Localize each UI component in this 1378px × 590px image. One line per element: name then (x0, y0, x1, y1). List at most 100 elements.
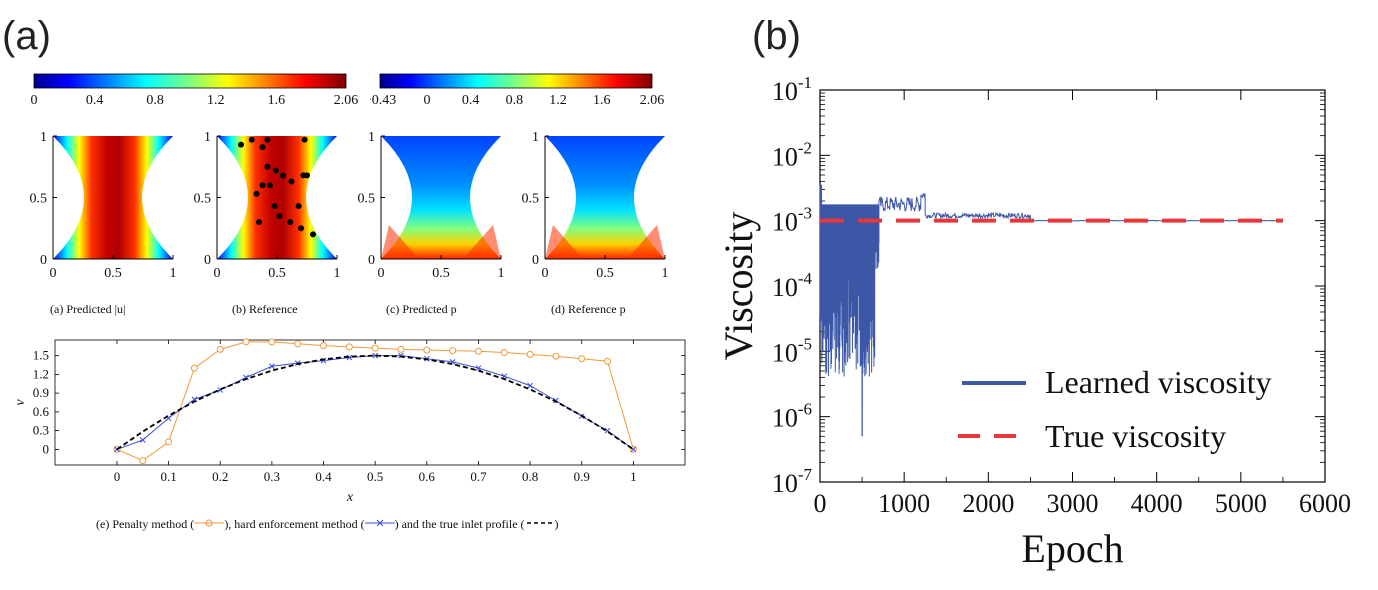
sensor-point (295, 203, 302, 210)
sensor-point (300, 172, 307, 179)
sensor-point (272, 167, 279, 174)
field-predicted-p-y-tick-label: 0 (368, 253, 375, 268)
colorbar-velocity-tick-label: 1.2 (207, 93, 225, 108)
field-reference-p-corner-left (545, 225, 583, 259)
hard-point (294, 360, 301, 366)
penalty-point (578, 355, 586, 363)
caption-predicted-p: (c) Predicted p (386, 302, 457, 316)
field-reference-p-x-tick-label: 0.5 (596, 266, 614, 281)
inlet-x-tick-label: 0.3 (264, 469, 280, 484)
sensor-point (287, 219, 294, 226)
field-reference-p-x-tick-label: 0 (542, 266, 549, 281)
inlet-profile-chart: 0 0.1 0.2 0.3 0.4 0.5 0.6 0.7 0.8 0.9 1 0 0.3 0.6 0.9 1… (13, 338, 686, 505)
inlet-x-tick-label: 0.1 (160, 469, 176, 484)
penalty-point (268, 338, 276, 346)
inlet-x-tick-label: 0.4 (315, 469, 332, 484)
field-reference-p (545, 136, 665, 259)
field-reference-u-x-tick-label: 1 (334, 266, 341, 281)
colorbar-pressure-tick-label: 0.4 (462, 93, 480, 108)
sensor-point (259, 182, 266, 189)
penalty-point (552, 352, 560, 360)
caption-e-part1: (e) Penalty method ( (96, 517, 195, 531)
field-predicted-p-x-tick-label: 0.5 (432, 266, 450, 281)
sensor-point (264, 163, 271, 170)
sensor-point (280, 172, 286, 179)
field-reference-u-y-tick-label: 0.5 (194, 192, 212, 207)
inlet-x-tick-label: 0.2 (212, 469, 228, 484)
inlet-x-tick-label: 0.7 (470, 469, 487, 484)
field-predicted-u-x-tick-label: 0 (50, 266, 57, 281)
colorbar-velocity-tick-label: 2.06 (334, 93, 359, 108)
penalty-point (139, 457, 147, 465)
sensor-point (288, 178, 295, 185)
colorbar-pressure-tick-label: 1.2 (549, 93, 567, 108)
field-predicted-u-y-tick-label: 0 (40, 253, 47, 268)
caption-reference-p: (d) Reference p (551, 302, 626, 316)
legend-true-label: True viscosity (1045, 418, 1226, 454)
field-predicted-p-corner-right (463, 225, 501, 259)
field-predicted-u-y-tick-label: 1 (40, 130, 47, 145)
sensor-point (238, 141, 244, 148)
penalty-point (604, 357, 612, 365)
visc-x-tick-label: 3000 (1047, 489, 1099, 518)
visc-y-tick-label: 10-3 (772, 204, 812, 237)
viscosity-chart: 10-1 10-2 10-3 10-4 10-5 10-6 10-70 1000 2000 300… (716, 73, 1351, 571)
field-reference-p-corner-right (627, 225, 665, 259)
field-predicted-u-x-tick-label: 1 (170, 266, 177, 281)
penalty-point (216, 345, 224, 353)
visc-x-tick-label: 1000 (878, 489, 930, 518)
colorbar-velocity: 0 0.4 0.8 1.2 1.6 2.06 (31, 73, 359, 108)
visc-y-tick-label: 10-1 (772, 73, 812, 106)
visc-y-tick-label: 10-6 (772, 400, 812, 433)
caption-e-part4: ) (554, 517, 559, 531)
colorbar-velocity-bar (33, 73, 347, 89)
panel-b-label: (b) (752, 14, 801, 58)
caption-e-part2: ), hard enforcement method ( (224, 517, 365, 531)
inlet-plot-frame (54, 339, 686, 466)
colorbar-pressure-tick-label: 0.8 (506, 93, 524, 108)
field-reference-p-x-tick-label: 1 (662, 266, 669, 281)
penalty-point (371, 344, 379, 352)
penalty-point (526, 350, 534, 358)
field-predicted-u-y-tick-label: 0.5 (30, 192, 48, 207)
sensor-point (276, 212, 283, 219)
legend-hard-glyph (364, 519, 395, 527)
visc-x-tick-label: 4000 (1131, 489, 1183, 518)
penalty-point (242, 338, 250, 346)
caption-inlet-profile: (e) Penalty method ( ), hard enforcement … (96, 517, 559, 532)
colorbar-pressure-tick-label: 2.06 (640, 93, 665, 108)
colorbar-velocity-tick-label: 0.8 (146, 93, 164, 108)
field-reference-u-x-tick-label: 0.5 (268, 266, 286, 281)
inlet-x-tick-label: 1 (630, 469, 637, 484)
sensor-point (301, 136, 308, 143)
visc-y-axis-label: Viscosity (716, 212, 761, 361)
field-predicted-u-x-tick-label: 0.5 (104, 266, 122, 281)
penalty-point (320, 342, 328, 350)
inlet-y-tick-label: 0.3 (33, 423, 49, 438)
field-predicted-p-x-tick-label: 1 (498, 266, 505, 281)
caption-reference: (b) Reference (232, 302, 298, 316)
colorbar-pressure-tick-label: 0 (423, 93, 430, 108)
colorbar-pressure-bar (379, 73, 653, 89)
inlet-y-tick-label: 0.6 (33, 404, 50, 419)
viscosity-legend: Learned viscosity True viscosity (958, 364, 1272, 454)
penalty-point (449, 347, 457, 355)
field-predicted-p-y-tick-label: 0.5 (358, 192, 376, 207)
field-reference-p-y-tick-label: 0.5 (522, 192, 540, 207)
penalty-point (294, 340, 302, 348)
visc-x-tick-label: 0 (814, 489, 827, 518)
field-reference-u (217, 136, 337, 259)
inlet-x-tick-label: 0.9 (574, 469, 590, 484)
visc-y-tick-label: 10-5 (772, 334, 812, 367)
field-reference-p-y-tick-label: 0 (532, 253, 539, 268)
field-predicted-p-corner-left (381, 225, 419, 259)
field-predicted-p-y-tick-label: 1 (368, 130, 375, 145)
field-predicted-p (381, 136, 501, 259)
colorbar-pressure-ticks: −0.43 0 0.4 0.8 1.2 1.6 2.06 (370, 93, 664, 108)
hard-point (475, 365, 482, 371)
sensor-point (298, 225, 304, 232)
colorbar-velocity-tick-label: 1.6 (268, 93, 286, 108)
inlet-x-tick-label: 0.8 (522, 469, 538, 484)
penalty-point (190, 364, 198, 372)
field-predicted-u (53, 136, 173, 259)
